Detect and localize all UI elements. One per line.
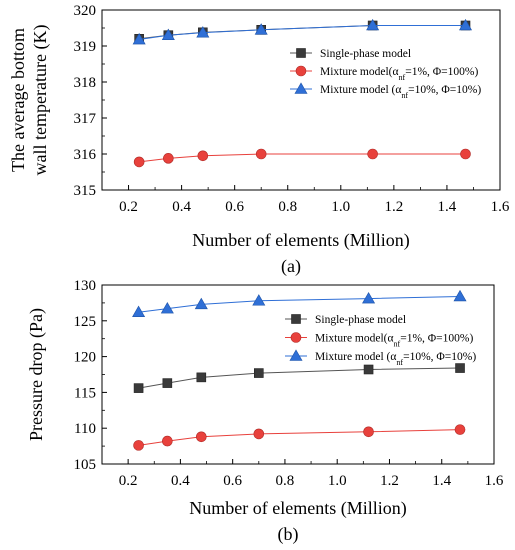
x-tick-label: 0.4 bbox=[171, 473, 190, 489]
series-line bbox=[139, 24, 466, 40]
x-axis-title: Number of elements (Million) bbox=[189, 498, 406, 519]
plot-frame bbox=[101, 9, 501, 191]
data-point bbox=[132, 32, 146, 45]
x-tick-label: 1.4 bbox=[438, 199, 457, 215]
data-point bbox=[160, 302, 174, 314]
x-tick-label: 1.4 bbox=[432, 473, 451, 489]
legend-entry: Mixture model (αnf=10%, Φ=10%) bbox=[320, 84, 481, 100]
series-circle bbox=[133, 148, 471, 168]
panel-label: (a) bbox=[281, 256, 301, 277]
data-point bbox=[163, 153, 174, 164]
series-triangle bbox=[132, 289, 467, 318]
x-tick-label: 0.2 bbox=[119, 199, 138, 215]
panel-label: (b) bbox=[278, 524, 299, 545]
y-tick-label: 130 bbox=[74, 278, 97, 294]
legend-marker bbox=[294, 82, 308, 94]
data-point bbox=[460, 148, 471, 160]
y-tick-label: 320 bbox=[74, 3, 97, 19]
legend-entry: Single-phase model bbox=[315, 314, 406, 326]
data-point bbox=[453, 289, 467, 302]
y-tick-label: 318 bbox=[74, 75, 97, 91]
chart-panel-b: 0.2 0.4 0.6 0.8 1.0 1.2 1.4 1.6 105 110 115 120 125 1… bbox=[26, 278, 504, 545]
data-point bbox=[252, 294, 266, 306]
y-axis-title: The average bottom bbox=[8, 28, 28, 172]
x-tick-label: 0.6 bbox=[225, 199, 244, 215]
data-point bbox=[254, 23, 268, 35]
data-point bbox=[196, 372, 207, 383]
data-point bbox=[196, 431, 207, 443]
x-tick-label: 0.8 bbox=[278, 199, 297, 215]
data-point bbox=[366, 18, 380, 31]
x-tick-label: 0.8 bbox=[276, 473, 295, 489]
data-point bbox=[362, 291, 376, 304]
legend: Single-phase model Mixture model(αnf=1%, … bbox=[290, 48, 481, 100]
data-point bbox=[454, 424, 466, 435]
y-tick-label: 317 bbox=[74, 111, 97, 127]
series-line bbox=[139, 153, 466, 163]
legend-marker bbox=[289, 349, 303, 361]
x-tick-label: 1.2 bbox=[380, 473, 399, 489]
data-point bbox=[161, 28, 175, 41]
data-point bbox=[253, 428, 265, 440]
data-point bbox=[133, 156, 145, 168]
data-point bbox=[133, 440, 144, 451]
y-tick-label: 316 bbox=[74, 147, 97, 163]
legend: Single-phase model Mixture model(αnf=1%, … bbox=[285, 314, 476, 367]
series-line bbox=[138, 429, 461, 446]
y-tick-label: 315 bbox=[74, 183, 97, 199]
x-tick-label: 0.6 bbox=[223, 473, 242, 489]
chart-panel-a: 0.2 0.4 0.6 0.8 1.0 1.2 1.4 1.6 315 316 317 318 319 3… bbox=[8, 3, 510, 277]
series-triangle bbox=[132, 18, 473, 45]
series-circle bbox=[133, 424, 466, 451]
x-axis-title: Number of elements (Million) bbox=[192, 230, 409, 251]
data-point bbox=[458, 18, 473, 31]
y-tick-label: 105 bbox=[74, 457, 97, 473]
data-point bbox=[162, 378, 173, 388]
series-square bbox=[133, 363, 465, 393]
data-point bbox=[363, 364, 374, 375]
x-tick-label: 0.2 bbox=[119, 473, 138, 489]
x-tick-label: 1.0 bbox=[328, 473, 347, 489]
x-tick-label: 1.0 bbox=[331, 199, 350, 215]
data-point bbox=[133, 383, 144, 393]
y-axis-title: wall temperature (K) bbox=[30, 25, 51, 176]
data-point bbox=[254, 368, 264, 378]
legend-entry: Single-phase model bbox=[320, 48, 411, 60]
legend-marker bbox=[295, 65, 307, 77]
x-tick-label: 1.2 bbox=[384, 199, 403, 215]
x-tick-label: 1.6 bbox=[485, 473, 504, 489]
series-square bbox=[134, 20, 471, 44]
data-point bbox=[132, 305, 146, 318]
y-axis-title: Pressure drop (Pa) bbox=[26, 308, 47, 441]
data-point bbox=[162, 435, 173, 447]
legend-entry: Mixture model(αnf=1%, Φ=100%) bbox=[320, 66, 478, 82]
series-line bbox=[138, 295, 461, 313]
legend-entry: Mixture model(αnf=1%, Φ=100%) bbox=[315, 333, 473, 349]
y-tick-label: 319 bbox=[74, 39, 97, 55]
legend-marker bbox=[291, 314, 301, 324]
y-tick-label: 110 bbox=[74, 421, 96, 437]
data-point bbox=[194, 297, 208, 310]
series-line bbox=[138, 367, 461, 389]
y-tick-label: 125 bbox=[74, 314, 97, 330]
legend-entry: Mixture model (αnf=10%, Φ=10%) bbox=[315, 351, 476, 367]
data-point bbox=[367, 148, 378, 160]
y-tick-label: 120 bbox=[74, 350, 97, 366]
y-tick-label: 115 bbox=[74, 385, 96, 401]
legend-marker bbox=[290, 332, 302, 343]
plot-frame bbox=[101, 284, 495, 465]
data-point bbox=[455, 363, 465, 373]
data-point bbox=[255, 148, 267, 160]
data-point bbox=[197, 150, 209, 162]
data-point bbox=[363, 426, 374, 438]
x-tick-label: 1.6 bbox=[491, 199, 510, 215]
data-point bbox=[196, 26, 210, 38]
legend-marker bbox=[296, 48, 306, 58]
x-tick-label: 0.4 bbox=[172, 199, 191, 215]
series-line bbox=[139, 24, 466, 41]
